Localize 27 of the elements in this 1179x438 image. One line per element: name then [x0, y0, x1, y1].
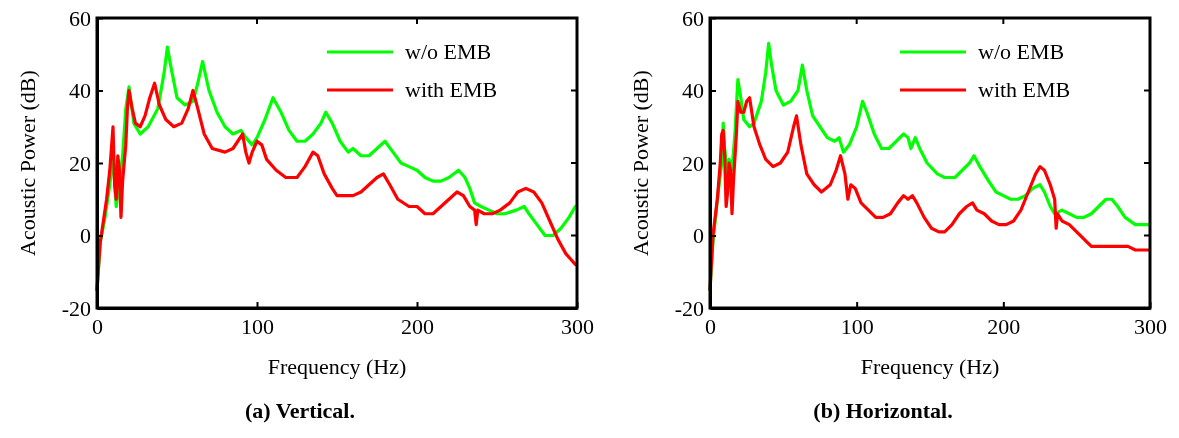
x-tick-label: 300: [561, 313, 594, 339]
y-tick-label: 60: [682, 5, 704, 31]
y-tick-label: 40: [682, 78, 704, 104]
y-tick-label: 20: [69, 150, 91, 176]
legend-label: with EMB: [405, 77, 498, 102]
legend-label: w/o EMB: [978, 39, 1065, 64]
y-axis-title: Acoustic Power (dB): [15, 70, 40, 256]
line-series: [708, 96, 1151, 292]
y-tick-label: 60: [69, 5, 91, 31]
legend-label: w/o EMB: [405, 39, 492, 64]
x-tick-label: 200: [987, 313, 1021, 339]
y-tick-label: 40: [69, 78, 91, 104]
y-tick-label: 0: [80, 223, 91, 249]
text: (a) Vertical.: [245, 398, 355, 423]
text: (b) Horizontal.: [813, 398, 953, 423]
legend-label: with EMB: [978, 77, 1071, 102]
x-tick-label: 200: [401, 313, 434, 339]
y-axis-title: Acoustic Power (dB): [628, 70, 653, 256]
y-tick-label: 20: [682, 150, 704, 176]
x-tick-label: 100: [241, 313, 274, 339]
y-tick-label: -20: [61, 295, 91, 321]
y-tick-label: -20: [674, 295, 704, 321]
x-axis-title: Frequency (Hz): [860, 354, 1000, 379]
y-tick-label: 0: [693, 223, 704, 249]
x-axis-title: Frequency (Hz): [267, 354, 407, 379]
x-tick-label: 100: [840, 313, 874, 339]
x-tick-label: 300: [1134, 313, 1167, 339]
